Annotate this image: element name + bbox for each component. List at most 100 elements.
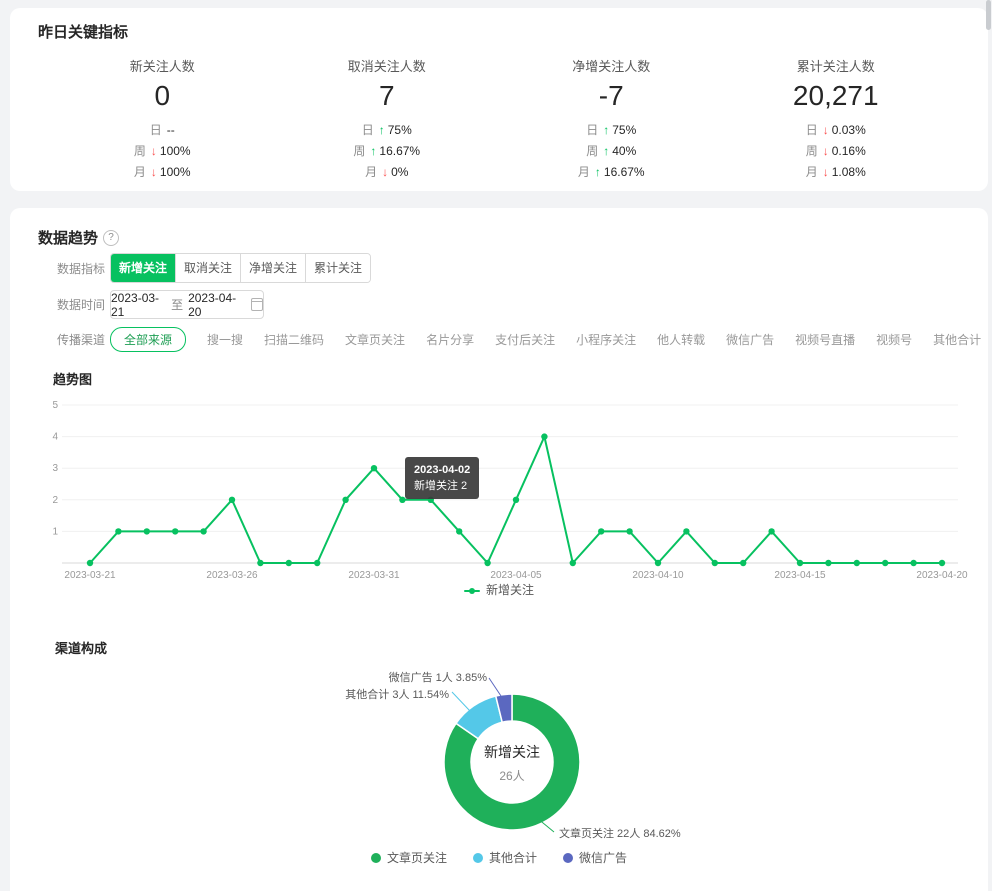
channel-其他合计[interactable]: 其他合计 [933,332,982,347]
metric-trend-row: 月 ↑ 16.67% [499,162,724,183]
trend-line-chart[interactable]: 1 2 3 4 5 2023-03-21 2023-03-26 2023-03-31 2023-… [40,394,980,589]
channel-名片分享[interactable]: 名片分享 [426,332,475,347]
metric-column-3: 累计关注人数 20,271 日 ↓ 0.03% 周 ↓ 0.16% 月 ↓ 1.08% [724,56,949,183]
pie-legend-微信广告[interactable]: 微信广告 [563,849,627,866]
data-point-2023-04-04[interactable] [484,559,491,567]
data-point-2023-04-15[interactable] [796,559,804,567]
trend-legend-item[interactable]: 新增关注 [10,581,988,598]
data-point-2023-04-17[interactable] [853,559,860,567]
scrollbar-thumb[interactable] [986,0,991,30]
pie-legend-其他合计[interactable]: 其他合计 [472,849,537,866]
metric-period: 日 [149,123,162,137]
metric-trend-row: 周 ↑ 40% [499,141,724,162]
help-icon[interactable]: ? [103,229,120,246]
data-point-2023-03-26[interactable] [228,496,236,503]
x-tick-label: 2023-04-05 [490,570,542,581]
metric-label: 新关注人数 [129,59,195,74]
data-point-2023-03-23[interactable] [143,528,150,535]
data-point-2023-03-30[interactable] [342,496,349,503]
metric-trend-row: 月 ↓ 100% [50,162,275,183]
data-point-2023-04-05[interactable] [512,496,520,503]
metric-column-1: 取消关注人数 7 日 ↑ 75% 周 ↑ 16.67% 月 ↓ 0% [275,56,500,183]
data-point-2023-04-14[interactable] [768,528,775,535]
metric-change-value: 75% [387,123,412,137]
metric-trend-row: 月 ↓ 1.08% [724,162,949,183]
data-point-2023-04-20[interactable] [938,559,946,567]
data-point-2023-03-24[interactable] [172,528,179,535]
callout-others: 其他合计 3人 11.54% [345,689,449,701]
data-point-2023-03-22[interactable] [115,528,122,535]
channel-搜一搜[interactable]: 搜一搜 [207,332,244,347]
metric-change-value: 0.16% [831,144,866,158]
pie-slice-微信广告[interactable] [494,693,513,724]
channel-donut-chart[interactable] [330,663,710,845]
channel-全部来源[interactable]: 全部来源 [110,326,187,352]
data-point-2023-03-28[interactable] [285,559,292,567]
indicator-label: 数据指标 [57,261,106,276]
pie-slice-文章页关注[interactable] [443,693,581,831]
data-point-2023-04-12[interactable] [711,559,718,567]
data-point-2023-04-06[interactable] [541,433,548,440]
data-point-2023-04-10[interactable] [654,559,662,567]
channel-视频号直播[interactable]: 视频号直播 [795,332,856,347]
tab-净增关注[interactable]: 净增关注 [240,254,305,282]
channel-扫描二维码[interactable]: 扫描二维码 [264,332,325,347]
metric-period: 日 [805,123,818,137]
pie-legend-label: 微信广告 [579,851,628,865]
legend-dot-icon [563,852,573,863]
arrow-down-icon: ↓ [382,165,389,179]
indicator-tabs: 新增关注 取消关注 净增关注 累计关注 [110,253,371,283]
data-point-2023-04-03[interactable] [456,528,463,535]
data-point-2023-04-08[interactable] [598,528,605,535]
callout-article-follow: 文章页关注 22人 84.62% [559,828,681,840]
trend-title: 数据趋势 [38,230,99,247]
data-point-2023-04-11[interactable] [683,528,690,535]
data-point-2023-04-09[interactable] [626,528,633,535]
tab-累计关注[interactable]: 累计关注 [305,254,370,282]
tab-取消关注[interactable]: 取消关注 [175,254,240,282]
arrow-up-icon: ↑ [603,123,610,137]
data-point-2023-03-25[interactable] [200,528,207,535]
metric-trend-row: 周 ↓ 100% [50,141,275,162]
key-metrics-card: 昨日关键指标 新关注人数 0 日 -- 周 ↓ 100% 月 ↓ 100% 取消关注人数 7 日 ↑ 75%… [10,8,988,191]
data-point-2023-04-19[interactable] [910,559,917,567]
channel-微信广告[interactable]: 微信广告 [726,332,775,347]
legend-dot-icon [472,852,483,863]
channel-视频号[interactable]: 视频号 [876,332,913,347]
date-start: 2023-03-21 [111,290,160,319]
metric-value: 20,271 [792,80,879,111]
data-point-2023-04-01[interactable] [399,496,406,503]
data-point-2023-04-07[interactable] [569,559,576,567]
pie-legend-文章页关注[interactable]: 文章页关注 [370,849,447,866]
callout-leader-line [451,691,471,712]
arrow-down-icon: ↓ [150,165,157,179]
arrow-up-icon: ↑ [370,144,377,158]
channel-label: 传播渠道 [57,332,106,347]
metric-change-value: 40% [612,144,637,158]
data-point-2023-04-16[interactable] [825,559,832,567]
data-point-2023-03-31[interactable] [370,465,378,472]
data-point-2023-03-29[interactable] [314,559,321,567]
line-series-icon [463,587,480,594]
data-point-2023-03-27[interactable] [257,559,264,567]
date-range-picker[interactable]: 2023-03-21 至 2023-04-20 [110,290,264,319]
data-point-2023-04-13[interactable] [740,559,747,567]
metric-trend-rows: 日 ↑ 75% 周 ↑ 40% 月 ↑ 16.67% [499,120,724,183]
channel-支付后关注[interactable]: 支付后关注 [495,332,556,347]
trend-chart-title: 趋势图 [53,372,93,387]
legend-dot-icon [370,852,381,863]
tab-新增关注[interactable]: 新增关注 [111,254,175,282]
channel-他人转载[interactable]: 他人转载 [657,332,706,347]
calendar-icon [251,298,263,311]
metric-trend-row: 月 ↓ 0% [275,162,500,183]
channel-小程序关注[interactable]: 小程序关注 [576,332,637,347]
x-tick-label: 2023-03-21 [64,570,116,581]
metric-period: 月 [577,165,590,179]
y-tick-label: 4 [52,432,58,443]
metric-trend-rows: 日 -- 周 ↓ 100% 月 ↓ 100% [50,120,275,183]
time-label: 数据时间 [57,298,106,312]
channel-文章页关注[interactable]: 文章页关注 [345,332,406,347]
data-point-2023-03-21[interactable] [86,559,94,567]
data-point-2023-04-18[interactable] [882,559,889,567]
